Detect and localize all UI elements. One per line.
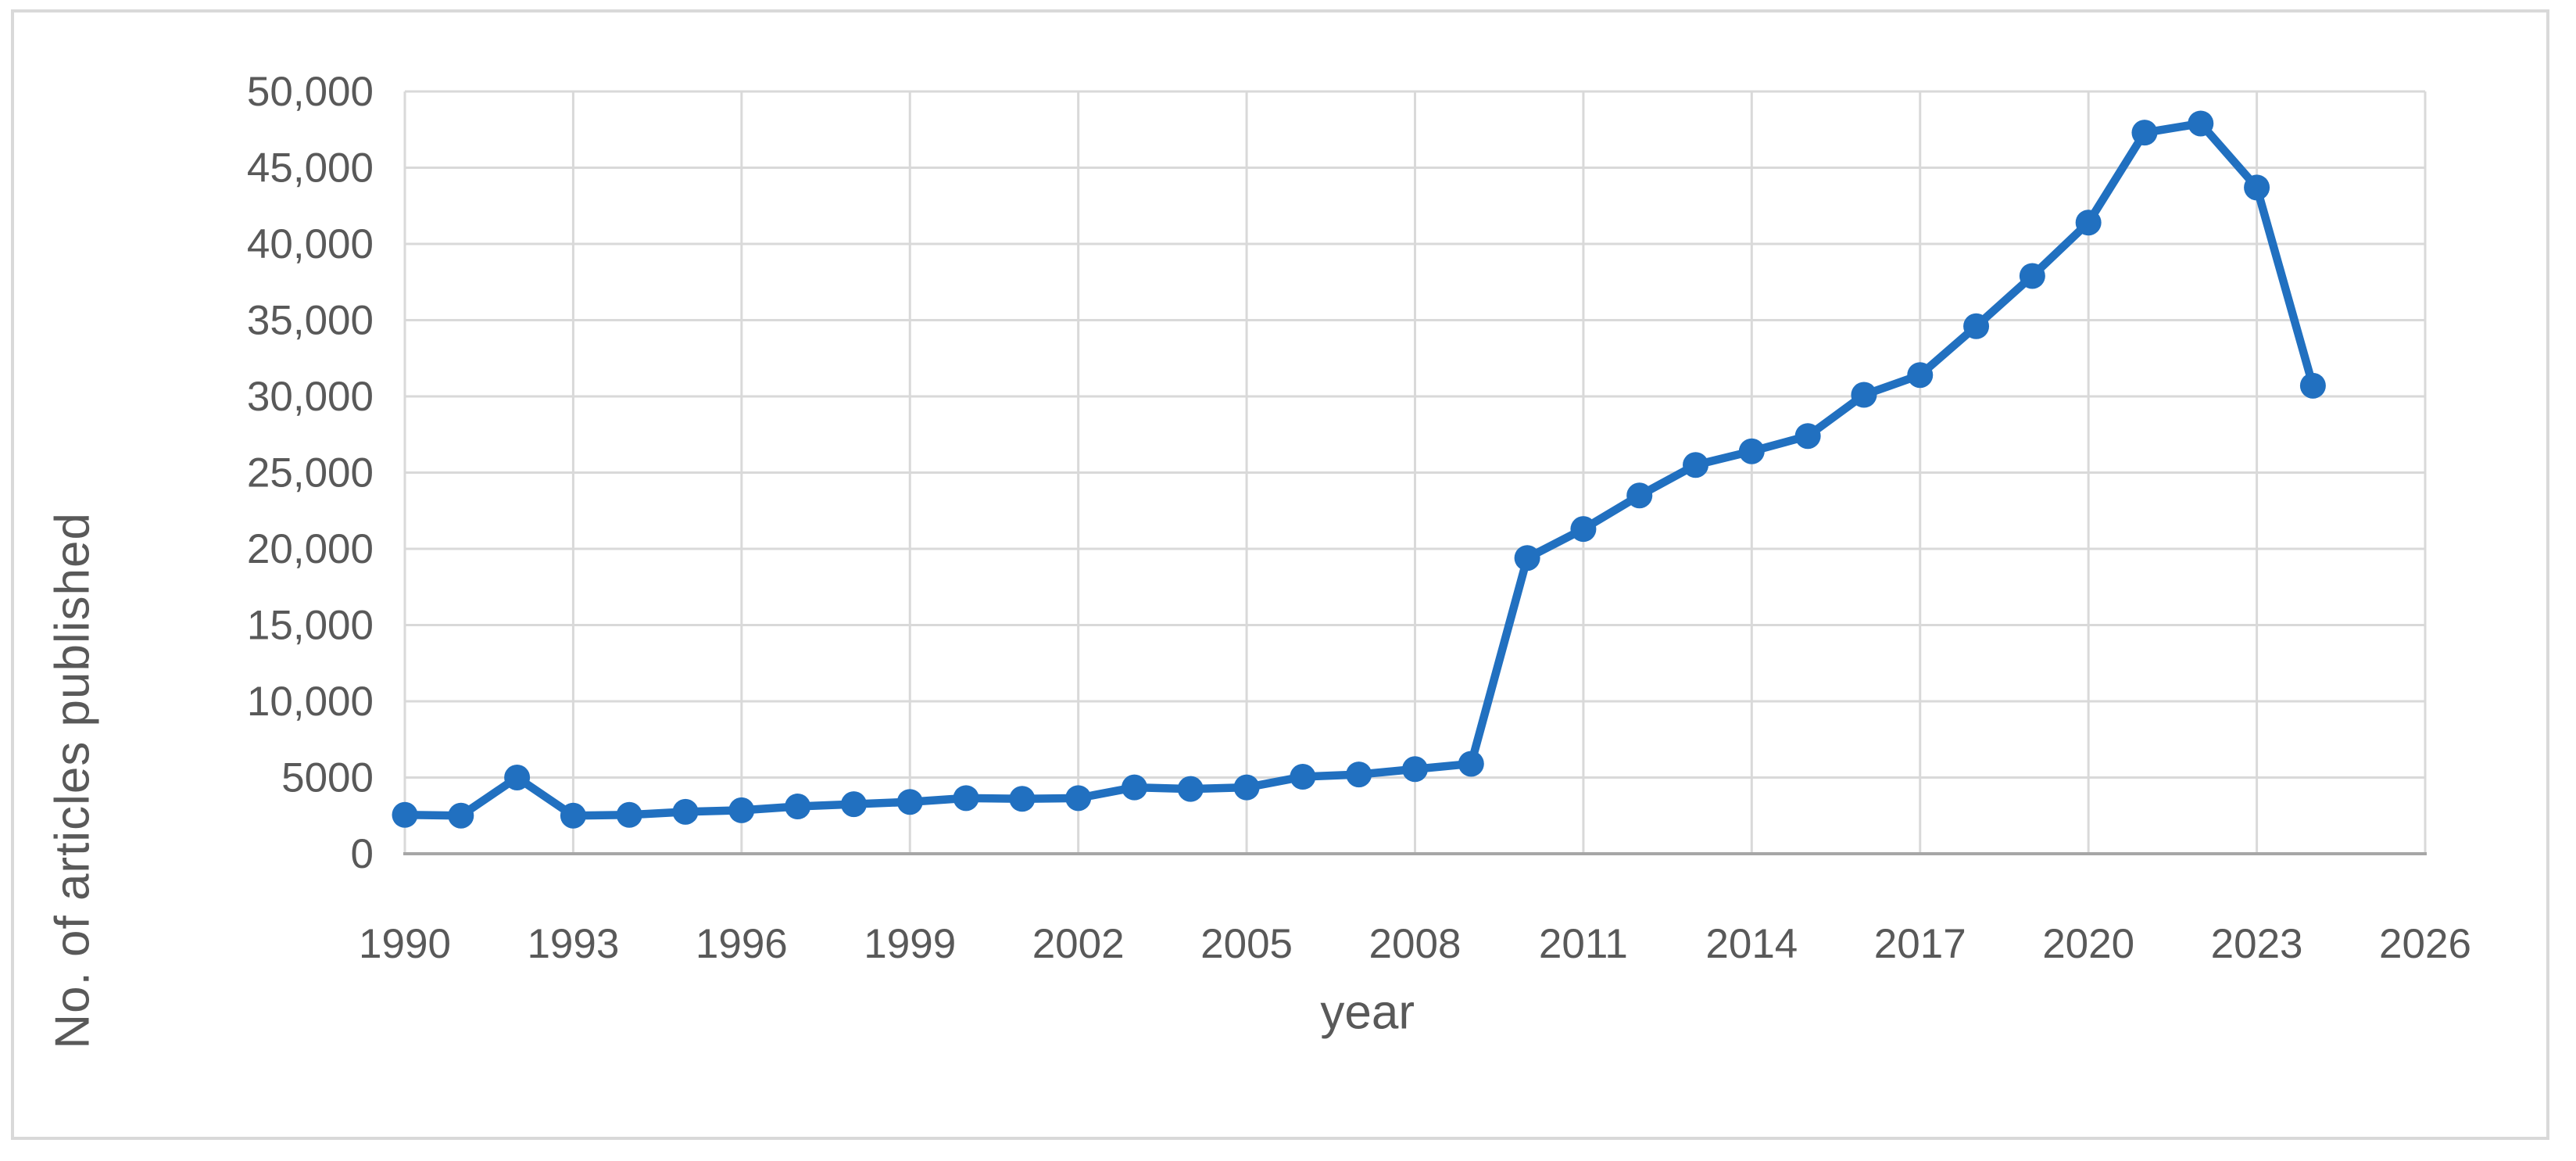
x-tick-label: 2005 <box>1200 921 1293 967</box>
data-point <box>1458 751 1484 777</box>
data-point <box>1794 423 1821 450</box>
x-tick-label: 2014 <box>1705 921 1798 967</box>
y-tick-label: 0 <box>351 831 374 877</box>
data-point <box>896 789 923 815</box>
y-tick-label: 20,000 <box>247 526 374 572</box>
data-point <box>1233 774 1260 801</box>
x-tick-label: 2026 <box>2379 921 2471 967</box>
data-point <box>1009 786 1036 812</box>
data-point <box>504 765 531 790</box>
data-point <box>1065 785 1092 812</box>
x-tick-label: 1999 <box>864 921 956 967</box>
data-point <box>1570 516 1597 543</box>
data-line <box>400 119 2317 820</box>
data-point <box>1177 776 1204 802</box>
chart-area-border <box>11 9 2549 1140</box>
y-axis-title-text: No. of articles published <box>45 512 99 1049</box>
y-tick-label: 15,000 <box>247 603 374 649</box>
data-point <box>1402 756 1428 783</box>
data-point <box>1514 545 1540 572</box>
y-tick-label: 25,000 <box>247 450 374 496</box>
y-tick-label: 50,000 <box>247 69 374 115</box>
data-point <box>2244 174 2270 201</box>
data-point <box>1851 382 1877 408</box>
data-point <box>785 794 811 820</box>
x-tick-label: 1990 <box>359 921 451 967</box>
data-point <box>448 802 474 829</box>
data-point <box>2075 210 2102 236</box>
x-tick-label: 2020 <box>2042 921 2134 967</box>
x-tick-label: 1993 <box>527 921 619 967</box>
data-point <box>1683 452 1709 478</box>
data-point <box>616 801 642 828</box>
x-tick-label: 2002 <box>1032 921 1125 967</box>
x-axis-title-text: year <box>1320 985 1415 1039</box>
x-tick-label: 2017 <box>1874 921 1966 967</box>
x-tick-label: 2011 <box>1539 921 1628 967</box>
data-point <box>1626 482 1653 509</box>
data-point <box>2019 263 2045 289</box>
data-point <box>1738 438 1765 464</box>
data-point <box>953 785 979 812</box>
x-tick-label: 1996 <box>696 921 788 967</box>
data-point <box>1290 764 1316 790</box>
data-point <box>1907 362 1934 389</box>
y-tick-label: 5000 <box>281 755 374 801</box>
x-tick-label: 2008 <box>1369 921 1462 967</box>
data-point <box>392 801 418 828</box>
data-point <box>2131 120 2158 146</box>
y-tick-label: 10,000 <box>247 679 374 725</box>
data-point <box>1963 313 1990 339</box>
y-tick-label: 40,000 <box>247 221 374 267</box>
y-tick-label: 35,000 <box>247 298 374 344</box>
data-point <box>728 797 755 823</box>
y-tick-label: 30,000 <box>247 374 374 420</box>
data-point <box>2299 372 2326 399</box>
data-point <box>1121 774 1147 801</box>
data-point <box>560 802 586 829</box>
data-point <box>840 791 867 818</box>
data-point <box>2188 110 2214 137</box>
data-point <box>672 798 699 825</box>
data-point <box>1346 761 1372 788</box>
x-tick-label: 2023 <box>2211 921 2303 967</box>
y-tick-label: 45,000 <box>247 145 374 192</box>
